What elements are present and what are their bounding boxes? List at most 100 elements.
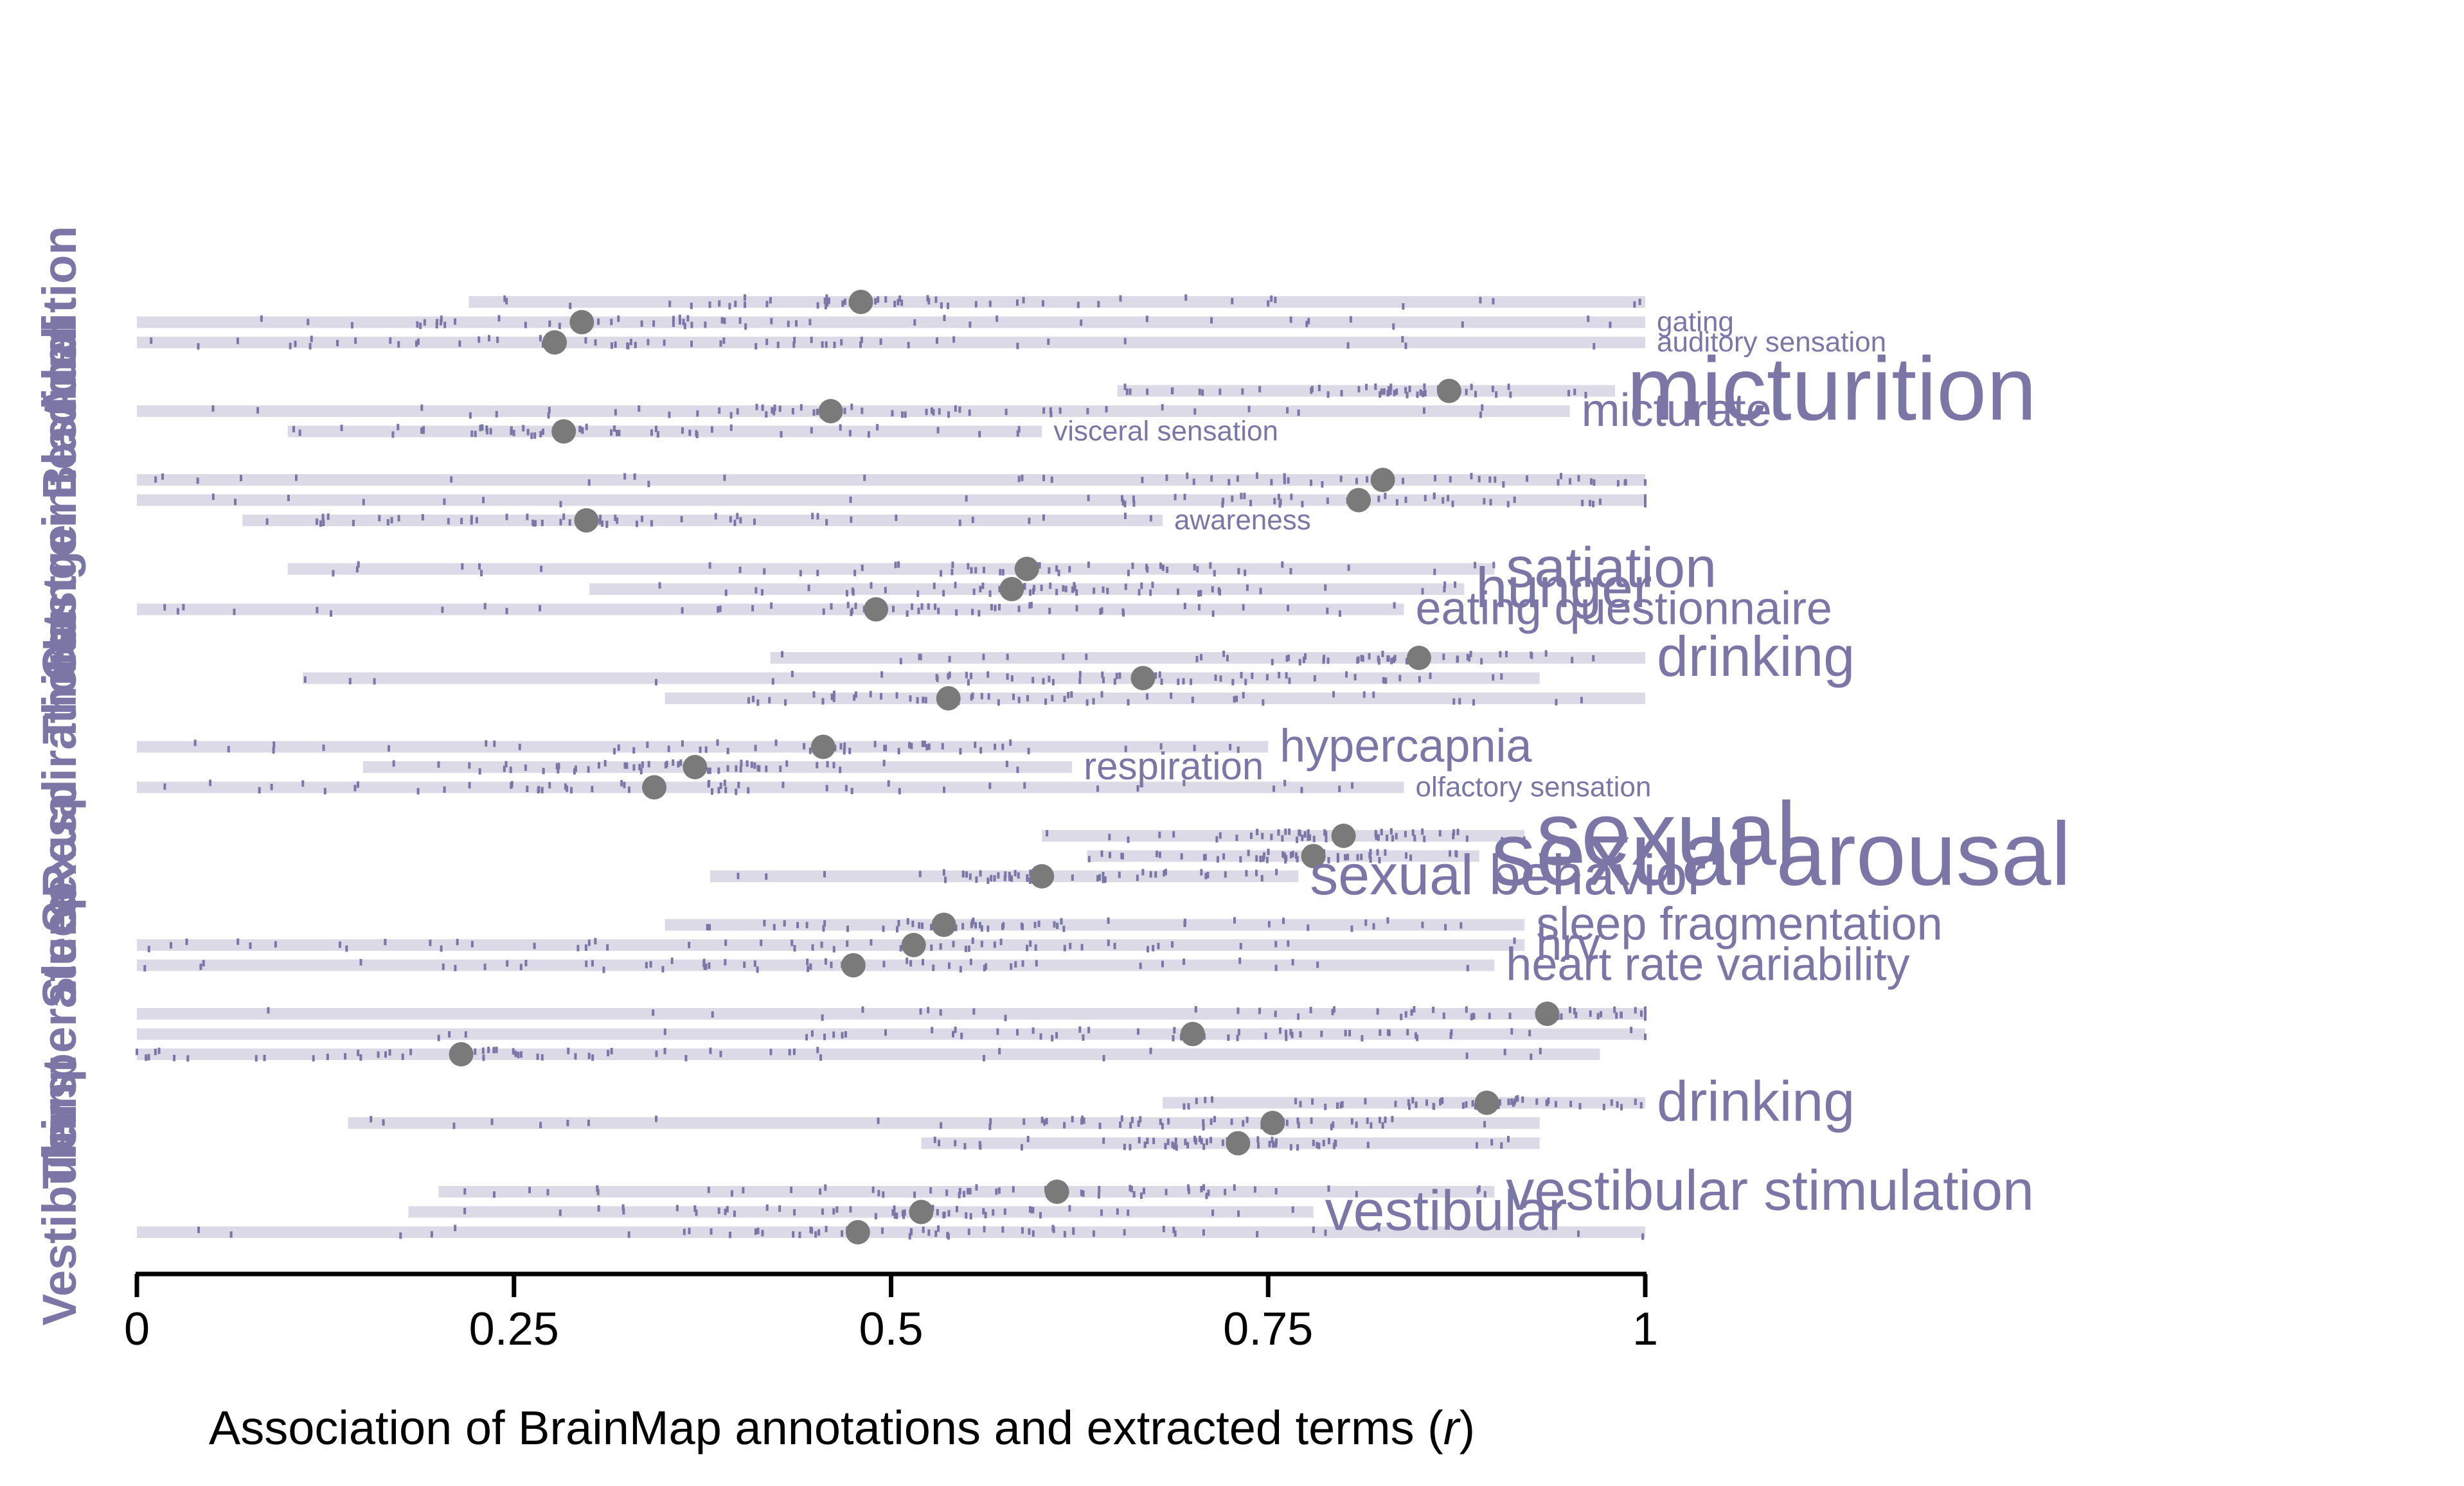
sample-point — [468, 762, 471, 769]
sample-point — [1098, 1122, 1102, 1129]
sample-point — [1392, 323, 1395, 330]
sample-point — [708, 962, 711, 969]
sample-point — [765, 1204, 769, 1211]
sample-point — [988, 783, 992, 790]
sample-point — [754, 587, 758, 594]
sample-point — [1184, 1138, 1187, 1145]
sample-point — [832, 1031, 835, 1038]
sample-point — [616, 517, 619, 524]
median-marker — [909, 1199, 934, 1225]
sample-point — [724, 959, 727, 966]
sample-point — [1395, 388, 1398, 395]
sample-point — [672, 315, 675, 323]
sample-point — [929, 1187, 933, 1194]
sample-point — [197, 1226, 201, 1234]
sample-point — [1213, 1116, 1216, 1123]
sample-point — [761, 404, 764, 411]
sample-point — [1191, 696, 1194, 703]
sample-point — [1330, 1124, 1333, 1131]
sample-point — [1063, 696, 1066, 703]
sample-point — [357, 561, 360, 568]
sample-point — [972, 588, 976, 596]
sample-point — [825, 341, 828, 348]
sample-point — [704, 321, 707, 328]
sample-points — [136, 294, 1647, 1240]
sample-point — [1022, 297, 1025, 304]
sample-point — [1102, 586, 1105, 593]
sample-point — [932, 964, 935, 971]
sample-point — [846, 940, 849, 947]
sample-point — [1400, 1013, 1403, 1020]
sample-point — [909, 695, 912, 702]
sample-point — [163, 604, 166, 611]
group-label: Bladder — [33, 323, 86, 500]
sample-point — [1068, 1205, 1071, 1212]
x-tick-label: 1 — [1632, 1304, 1658, 1355]
sample-point — [1129, 1185, 1132, 1192]
sample-point — [1016, 1029, 1019, 1036]
sample-point — [1471, 1100, 1474, 1107]
sample-point — [1624, 479, 1627, 486]
sample-point — [1039, 1033, 1042, 1040]
sample-point — [1382, 388, 1386, 395]
sample-point — [1031, 1207, 1035, 1214]
sample-point — [1476, 1187, 1479, 1194]
sample-point — [1600, 1011, 1603, 1018]
sample-point — [506, 960, 509, 967]
sample-point — [443, 321, 447, 328]
sample-point — [1119, 295, 1122, 302]
sample-point — [823, 1033, 826, 1040]
sample-point — [1005, 761, 1008, 768]
sample-point — [1474, 391, 1477, 398]
sample-point — [927, 1229, 931, 1236]
sample-point — [614, 409, 617, 416]
sample-point — [478, 563, 481, 570]
sample-point — [1289, 851, 1292, 858]
sample-point — [143, 965, 147, 972]
sample-point — [1478, 1185, 1481, 1192]
sample-point — [823, 871, 826, 878]
distribution-band — [137, 959, 1495, 971]
sample-point — [240, 475, 243, 482]
sample-point — [897, 299, 900, 306]
sample-point — [810, 427, 813, 434]
sample-point — [1227, 1034, 1230, 1041]
sample-point — [1161, 403, 1164, 411]
sample-point — [911, 603, 914, 610]
sample-point — [1098, 874, 1102, 881]
sample-point — [1423, 835, 1426, 842]
sample-point — [533, 520, 537, 527]
sample-point — [736, 408, 739, 415]
sample-point — [1481, 404, 1484, 411]
sample-point — [1183, 959, 1186, 966]
sample-point — [1344, 854, 1347, 861]
sample-point — [1233, 917, 1236, 924]
sample-point — [1272, 1141, 1275, 1148]
sample-point — [1125, 388, 1129, 395]
sample-point — [737, 781, 740, 788]
sample-point — [830, 603, 833, 610]
sample-point — [1284, 828, 1287, 835]
sample-point — [1270, 479, 1273, 486]
sample-point — [1589, 500, 1592, 507]
sample-point — [1500, 1142, 1503, 1149]
sample-point — [846, 601, 850, 608]
sample-point — [1365, 384, 1368, 391]
sample-point — [1146, 388, 1149, 395]
sample-point — [1149, 871, 1152, 878]
sample-point — [809, 1226, 812, 1234]
sample-point — [1350, 1118, 1353, 1125]
sample-point — [843, 407, 846, 414]
sample-point — [654, 425, 657, 432]
sample-point — [1274, 1188, 1278, 1195]
sample-point — [969, 959, 972, 966]
sample-point — [1353, 674, 1357, 681]
median-marker — [1014, 556, 1039, 581]
sample-point — [1162, 1226, 1165, 1233]
sample-point — [1372, 691, 1375, 698]
sample-point — [965, 495, 968, 502]
sample-point — [1338, 610, 1341, 617]
sample-point — [1474, 562, 1477, 569]
sample-point — [793, 1208, 796, 1216]
sample-point — [1055, 1032, 1058, 1039]
